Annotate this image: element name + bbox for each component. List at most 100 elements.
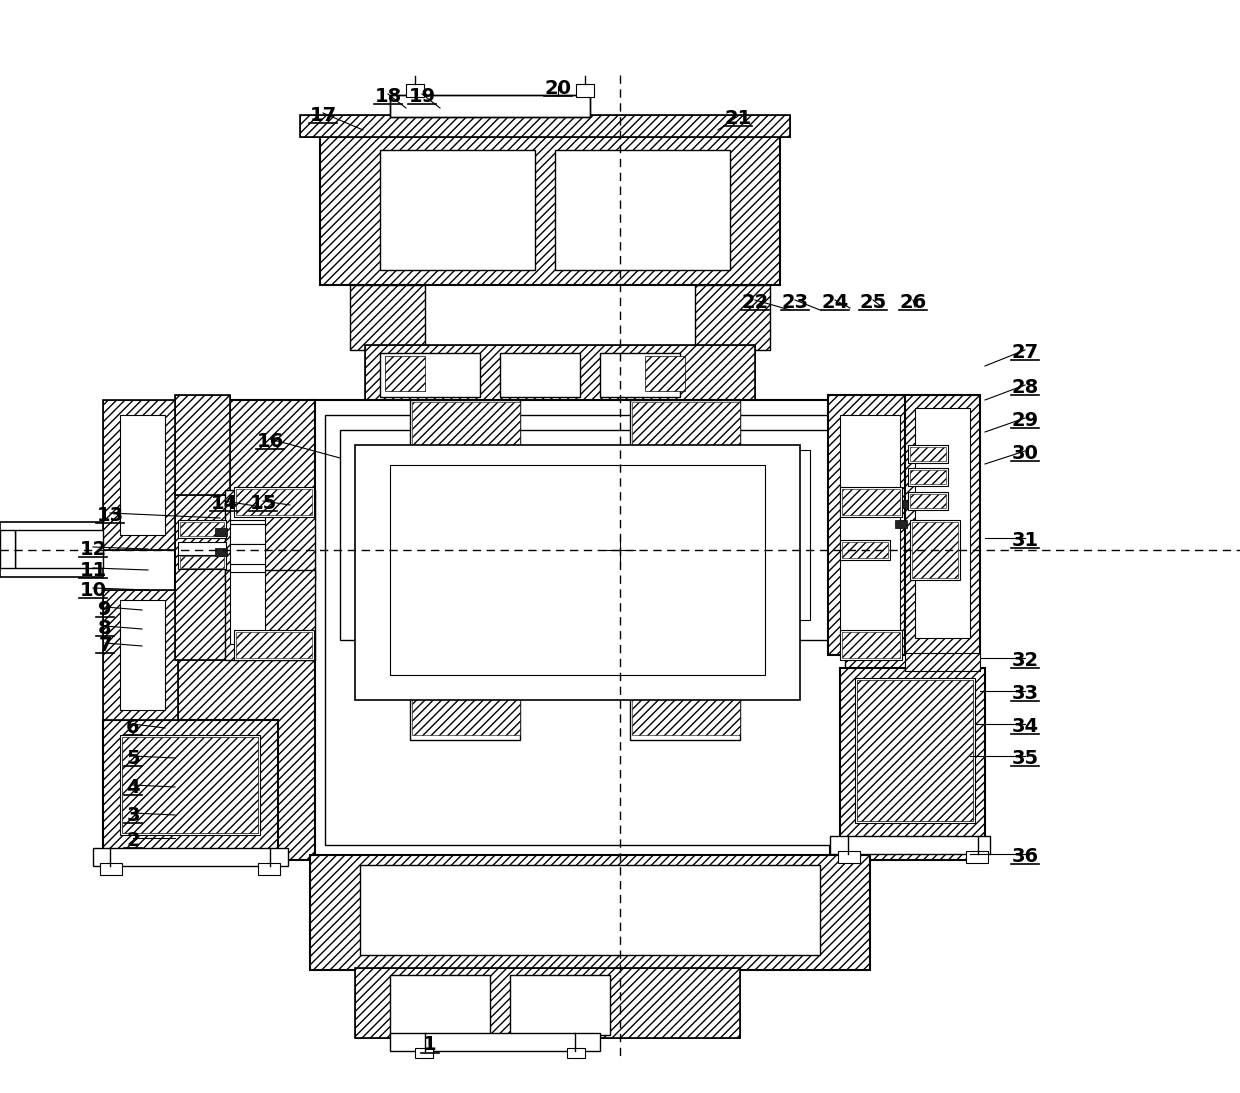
Polygon shape xyxy=(842,542,888,559)
Polygon shape xyxy=(839,540,890,560)
Polygon shape xyxy=(180,522,224,536)
Polygon shape xyxy=(0,522,103,577)
Text: 4: 4 xyxy=(126,777,140,797)
Text: 21: 21 xyxy=(724,108,751,128)
Polygon shape xyxy=(229,500,265,520)
Polygon shape xyxy=(175,400,315,860)
Text: 1: 1 xyxy=(423,1035,436,1055)
Polygon shape xyxy=(391,465,765,675)
Polygon shape xyxy=(234,487,314,517)
Polygon shape xyxy=(325,415,844,845)
Polygon shape xyxy=(224,571,315,660)
Polygon shape xyxy=(556,150,730,270)
Text: 8: 8 xyxy=(98,619,112,637)
Polygon shape xyxy=(405,84,424,97)
Polygon shape xyxy=(645,356,684,391)
Polygon shape xyxy=(908,445,949,463)
Polygon shape xyxy=(857,680,973,821)
Polygon shape xyxy=(175,395,229,495)
Polygon shape xyxy=(180,556,224,568)
Polygon shape xyxy=(258,863,280,875)
Polygon shape xyxy=(500,353,580,397)
Polygon shape xyxy=(320,130,780,285)
Polygon shape xyxy=(966,851,988,863)
Polygon shape xyxy=(103,400,179,550)
Text: 14: 14 xyxy=(211,494,238,513)
Text: 3: 3 xyxy=(126,806,140,824)
Polygon shape xyxy=(355,445,800,700)
Polygon shape xyxy=(412,685,520,734)
Polygon shape xyxy=(365,345,755,406)
Polygon shape xyxy=(365,450,810,620)
Polygon shape xyxy=(391,1033,600,1051)
Polygon shape xyxy=(694,285,770,350)
Polygon shape xyxy=(410,660,520,740)
Polygon shape xyxy=(910,447,946,461)
Polygon shape xyxy=(911,522,959,578)
Polygon shape xyxy=(379,150,534,270)
Text: 31: 31 xyxy=(1012,530,1039,550)
Polygon shape xyxy=(391,975,490,1035)
Polygon shape xyxy=(229,498,265,573)
Polygon shape xyxy=(215,528,227,536)
Polygon shape xyxy=(415,1048,433,1058)
Polygon shape xyxy=(577,84,594,97)
Polygon shape xyxy=(122,737,258,833)
Polygon shape xyxy=(100,863,122,875)
Polygon shape xyxy=(600,353,680,397)
Text: 12: 12 xyxy=(79,540,107,559)
Polygon shape xyxy=(895,520,906,528)
Text: 28: 28 xyxy=(1012,377,1039,397)
Polygon shape xyxy=(175,490,229,660)
Polygon shape xyxy=(412,402,520,457)
Polygon shape xyxy=(830,836,990,854)
Polygon shape xyxy=(379,353,480,397)
Text: 23: 23 xyxy=(781,293,808,312)
Text: 11: 11 xyxy=(79,561,107,579)
Text: 15: 15 xyxy=(249,494,277,513)
Polygon shape xyxy=(915,408,970,638)
Polygon shape xyxy=(895,500,906,508)
Text: 5: 5 xyxy=(126,749,140,767)
Polygon shape xyxy=(224,490,315,580)
Text: 6: 6 xyxy=(126,717,140,737)
Polygon shape xyxy=(828,395,908,655)
Polygon shape xyxy=(310,400,870,860)
Polygon shape xyxy=(103,590,179,720)
Polygon shape xyxy=(839,487,901,517)
Text: 29: 29 xyxy=(1012,411,1039,430)
Polygon shape xyxy=(842,489,900,515)
Polygon shape xyxy=(830,400,970,860)
Polygon shape xyxy=(839,490,890,510)
Polygon shape xyxy=(632,685,740,734)
Polygon shape xyxy=(179,542,226,556)
Polygon shape xyxy=(905,653,980,671)
Text: 34: 34 xyxy=(1012,717,1039,736)
Polygon shape xyxy=(355,968,740,1038)
Text: 17: 17 xyxy=(310,106,336,125)
Polygon shape xyxy=(905,395,980,655)
Polygon shape xyxy=(384,356,425,391)
Polygon shape xyxy=(15,530,103,568)
Polygon shape xyxy=(391,95,590,117)
Text: 30: 30 xyxy=(1012,444,1038,462)
Polygon shape xyxy=(842,492,888,508)
Text: 13: 13 xyxy=(97,505,124,525)
Polygon shape xyxy=(120,415,165,534)
Polygon shape xyxy=(120,600,165,710)
Text: 32: 32 xyxy=(1012,650,1039,670)
Text: 10: 10 xyxy=(79,580,107,599)
Polygon shape xyxy=(910,470,946,484)
Text: 19: 19 xyxy=(408,86,435,106)
Text: 18: 18 xyxy=(374,86,402,106)
Text: 24: 24 xyxy=(821,293,848,312)
Polygon shape xyxy=(510,975,610,1035)
Polygon shape xyxy=(567,1048,585,1058)
Text: 35: 35 xyxy=(1012,749,1039,767)
Polygon shape xyxy=(300,115,790,137)
Polygon shape xyxy=(179,555,226,569)
Polygon shape xyxy=(908,468,949,486)
Polygon shape xyxy=(310,855,870,969)
Text: 2: 2 xyxy=(126,831,140,849)
Polygon shape xyxy=(839,668,985,838)
